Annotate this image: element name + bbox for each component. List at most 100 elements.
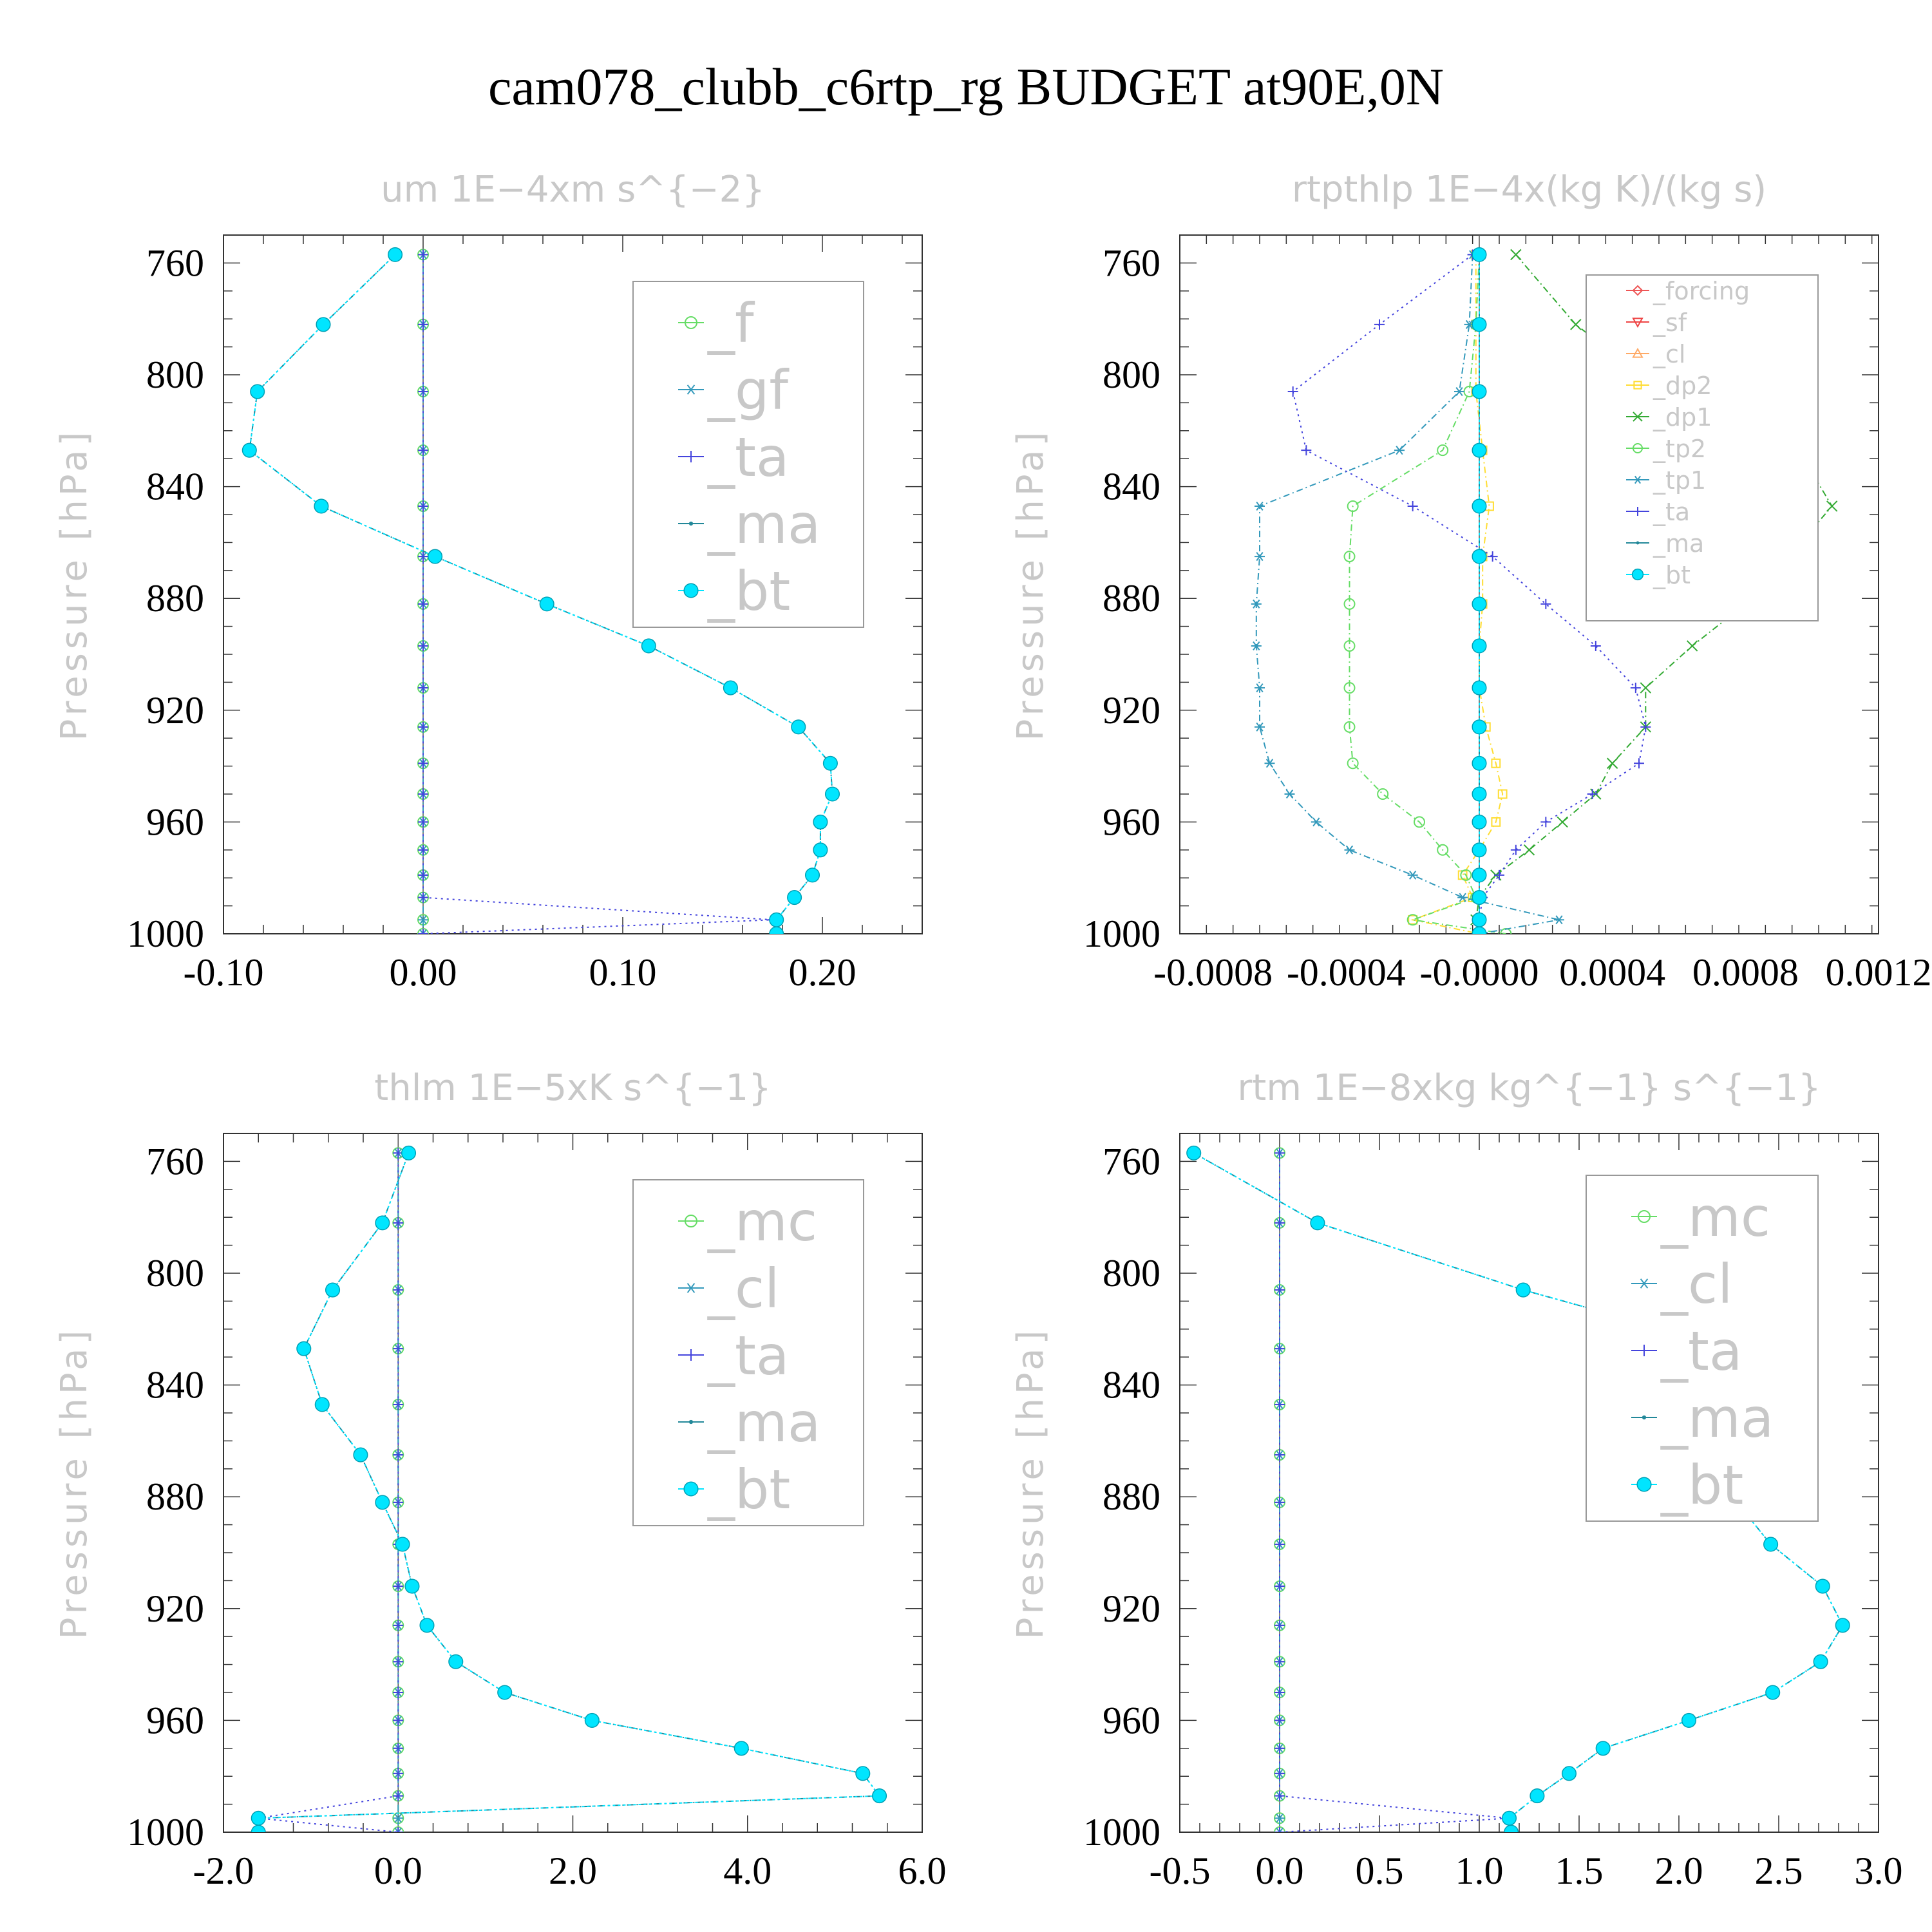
legend-label: _dp2 (1653, 372, 1712, 400)
data-point-dp1 (1510, 249, 1522, 261)
data-point-bt (769, 926, 784, 934)
legend-item-tp2: _tp2 (1626, 435, 1706, 463)
data-point-dp1 (1523, 844, 1535, 856)
legend-label: _bt (1653, 561, 1690, 589)
data-point-ta (1587, 789, 1598, 799)
data-point-ta (393, 1827, 404, 1832)
data-point-bt (813, 842, 828, 858)
y-tick-label: 920 (146, 1587, 204, 1630)
data-point-tp2 (1343, 682, 1356, 694)
data-point-bt (1515, 1282, 1531, 1298)
data-point-cl (393, 1814, 404, 1823)
legend-item-bt: _bt (1631, 1454, 1743, 1517)
y-tick-label: 840 (146, 1364, 204, 1406)
data-point-bt (1681, 1712, 1697, 1728)
data-point-cl (1274, 1828, 1285, 1832)
data-point-ta (393, 1497, 404, 1508)
legend-marker-ma (688, 1419, 694, 1425)
legend-marker-tp1 (1633, 475, 1642, 484)
data-point-bt (1472, 926, 1487, 934)
data-point-ta (418, 640, 428, 651)
data-point-tp1 (1255, 683, 1265, 693)
data-point-ta (1510, 844, 1521, 855)
series-line-ta (1279, 1153, 1510, 1832)
data-point-tp1 (1251, 599, 1262, 609)
data-point-bt (1504, 1824, 1519, 1832)
data-point-dp1 (1686, 640, 1698, 652)
y-tick-label: 760 (1103, 242, 1160, 284)
data-point-bt (1835, 1618, 1850, 1633)
data-point-tp1 (1344, 845, 1355, 855)
legend-label: _cl (1653, 340, 1685, 368)
data-point-tp1 (1554, 915, 1564, 925)
legend-label: _tp2 (1653, 435, 1706, 463)
x-tick-label: -0.10 (184, 951, 264, 994)
data-point-ta (1274, 1399, 1285, 1410)
data-point-ta (393, 1687, 404, 1698)
y-axis-label: Pressure [hPa] (53, 428, 95, 741)
y-tick-label: 880 (1103, 577, 1160, 620)
data-point-dp2 (1408, 914, 1418, 925)
data-point-ta (418, 758, 428, 769)
data-point-bt (314, 1397, 330, 1412)
legend-item-gf: _gf (678, 359, 790, 422)
data-point-tp1 (1255, 722, 1265, 732)
data-point-ta (418, 500, 428, 511)
data-point-tp1 (1255, 501, 1265, 511)
data-point-bt (1561, 1766, 1577, 1781)
data-point-bt (723, 680, 738, 696)
legend-label: _gf (707, 359, 790, 422)
legend-item-ma: _ma (678, 493, 820, 556)
data-point-ta (1634, 758, 1644, 769)
panel-um: um 1E−4xm s^{−2} Pressure [hPa] 760 800 840 8… (53, 169, 923, 994)
data-point-ta (393, 1450, 404, 1461)
data-point-ta (393, 1620, 404, 1631)
legend-marker-mc (1638, 1210, 1651, 1223)
data-point-ta (1274, 1497, 1285, 1508)
data-point-tp2 (1377, 788, 1389, 800)
legend-item-f: _f (678, 292, 755, 355)
data-point-gf (418, 929, 428, 934)
legend-item-forcing: _forcing (1626, 277, 1750, 305)
legend-item-ta: _ta (678, 1324, 789, 1387)
y-tick-label: 880 (146, 577, 204, 620)
data-point-ta (393, 1285, 404, 1296)
data-point-ta (1630, 683, 1641, 694)
data-point-dp1 (1640, 682, 1652, 694)
data-point-ta (1274, 1539, 1285, 1549)
series-line-dp2 (1410, 254, 1504, 934)
data-point-bt (1472, 596, 1487, 612)
data-point-bt (1472, 638, 1487, 654)
data-point-tp1 (1251, 641, 1262, 650)
legend-marker-dp1 (1633, 412, 1643, 422)
y-tick-label: 1000 (127, 913, 204, 955)
data-point-ta (1274, 1790, 1285, 1801)
data-point-ta (393, 1581, 404, 1592)
data-point-ta (393, 1743, 404, 1754)
x-tick-label: -0.0000 (1420, 951, 1539, 994)
data-point-ta (1374, 319, 1385, 330)
data-point-ta (1494, 869, 1504, 880)
y-tick-label: 880 (1103, 1475, 1160, 1518)
y-tick-label: 760 (146, 1140, 204, 1182)
y-tick-label: 960 (1103, 800, 1160, 843)
data-point-ta (1407, 500, 1418, 511)
data-point-cl (1274, 1814, 1285, 1823)
y-tick-label: 1000 (127, 1811, 204, 1853)
legend-item-dp1: _dp1 (1626, 403, 1712, 431)
legend-marker-dp2 (1633, 381, 1642, 390)
legend-marker-forcing (1632, 285, 1643, 296)
legend-label: _ta (1653, 498, 1690, 526)
data-point-bt (296, 1341, 312, 1356)
x-tick-label: 3.0 (1855, 1850, 1903, 1892)
data-point-ta (418, 249, 428, 260)
data-point-gf (418, 915, 428, 925)
legend-label: _sf (1653, 308, 1688, 337)
legend-item-tp1: _tp1 (1626, 466, 1706, 495)
data-point-ta (393, 1790, 404, 1801)
data-point-dp2 (1497, 789, 1508, 799)
data-point-bt (1763, 1537, 1779, 1552)
data-point-dp1 (1557, 816, 1568, 828)
legend-label: _bt (707, 1458, 790, 1521)
data-point-bt (251, 1810, 266, 1826)
